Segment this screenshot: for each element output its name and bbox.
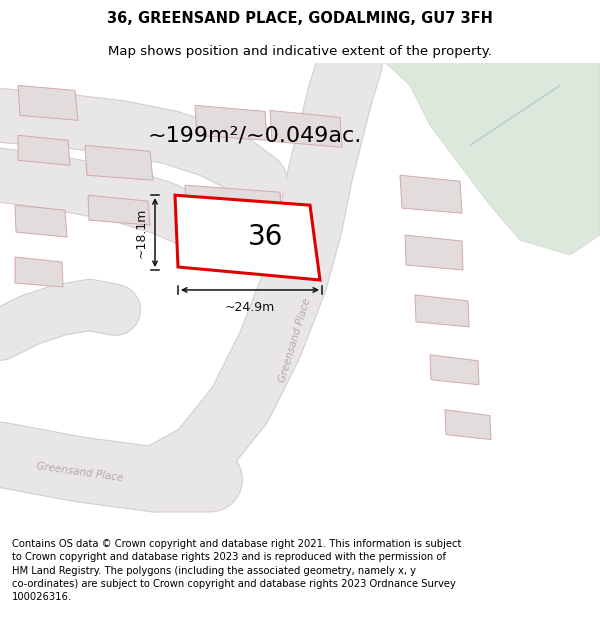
Polygon shape (385, 62, 600, 255)
Polygon shape (405, 235, 463, 270)
Polygon shape (415, 295, 469, 327)
Polygon shape (175, 195, 320, 280)
Polygon shape (400, 175, 462, 213)
Text: Greensand Place: Greensand Place (277, 296, 313, 383)
Text: Greensand Place: Greensand Place (36, 461, 124, 484)
Polygon shape (88, 195, 150, 225)
Polygon shape (15, 257, 63, 287)
Text: ~199m²/~0.049ac.: ~199m²/~0.049ac. (148, 126, 362, 146)
Polygon shape (185, 185, 282, 227)
Polygon shape (85, 145, 153, 180)
Polygon shape (18, 136, 70, 165)
Polygon shape (430, 355, 479, 385)
Text: Contains OS data © Crown copyright and database right 2021. This information is : Contains OS data © Crown copyright and d… (12, 539, 461, 602)
Polygon shape (195, 106, 267, 141)
Text: ~18.1m: ~18.1m (134, 208, 148, 258)
Polygon shape (15, 205, 67, 237)
Text: 36: 36 (248, 223, 283, 251)
Polygon shape (445, 409, 491, 439)
Text: Map shows position and indicative extent of the property.: Map shows position and indicative extent… (108, 45, 492, 58)
Text: ~24.9m: ~24.9m (225, 301, 275, 314)
Text: 36, GREENSAND PLACE, GODALMING, GU7 3FH: 36, GREENSAND PLACE, GODALMING, GU7 3FH (107, 11, 493, 26)
Polygon shape (270, 111, 342, 148)
Polygon shape (18, 86, 78, 121)
